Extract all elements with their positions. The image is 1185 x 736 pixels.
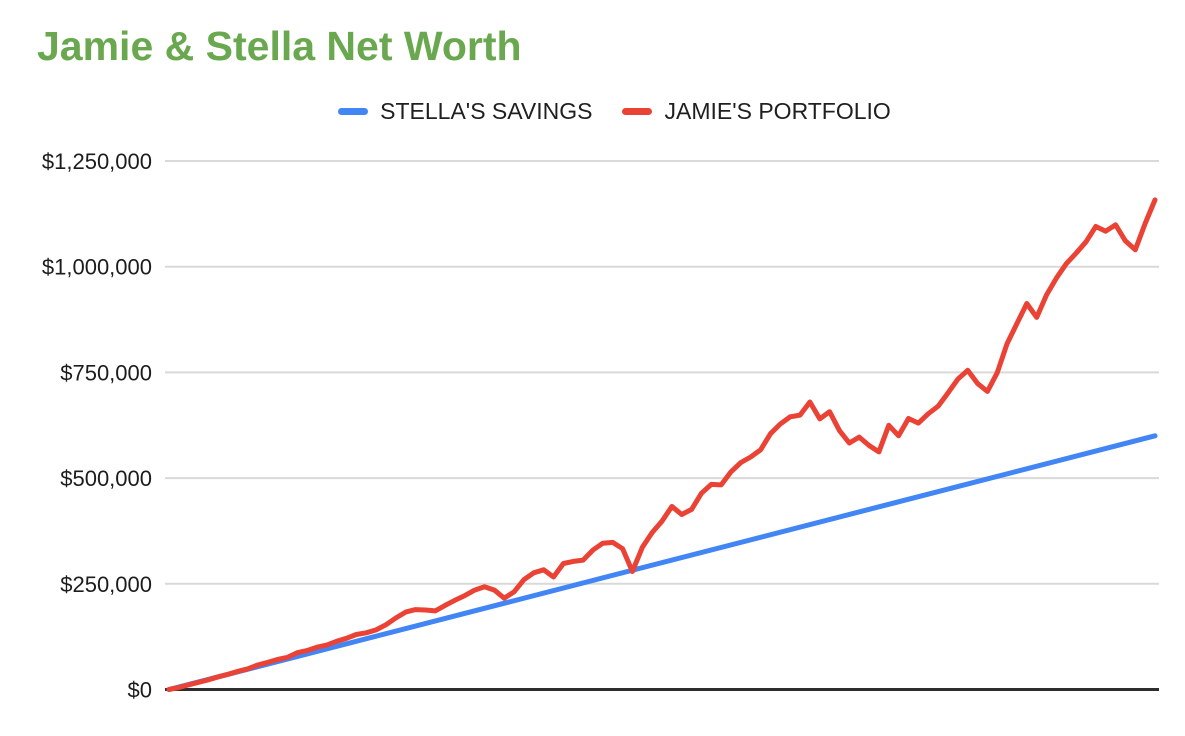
- series-line-jamie-s-portfolio: [166, 197, 1158, 692]
- chart-title: Jamie & Stella Net Worth: [37, 23, 522, 69]
- series-line-stella-s-savings: [166, 433, 1158, 692]
- legend-item-jamies-portfolio: JAMIE'S PORTFOLIO: [622, 97, 891, 125]
- jamies-portfolio-legend-marker: [622, 107, 653, 115]
- legend-item-stellas-savings: STELLA'S SAVINGS: [338, 98, 592, 125]
- y-axis-tick-label: $1,000,000: [42, 255, 152, 280]
- stellas-savings-legend-marker: [338, 107, 369, 115]
- stellas-savings-legend-label: STELLA'S SAVINGS: [380, 97, 593, 124]
- y-axis-tick-label: $750,000: [60, 360, 152, 385]
- y-axis-tick-label: $500,000: [60, 466, 152, 491]
- y-axis-tick-label: $1,250,000: [42, 149, 152, 174]
- jamies-portfolio-legend-label: JAMIE'S PORTFOLIO: [664, 97, 891, 124]
- y-axis-tick-label: $0: [128, 678, 152, 703]
- chart-legend: STELLA'S SAVINGS JAMIE'S PORTFOLIO: [44, 98, 1185, 124]
- y-axis-tick-label: $250,000: [60, 572, 152, 597]
